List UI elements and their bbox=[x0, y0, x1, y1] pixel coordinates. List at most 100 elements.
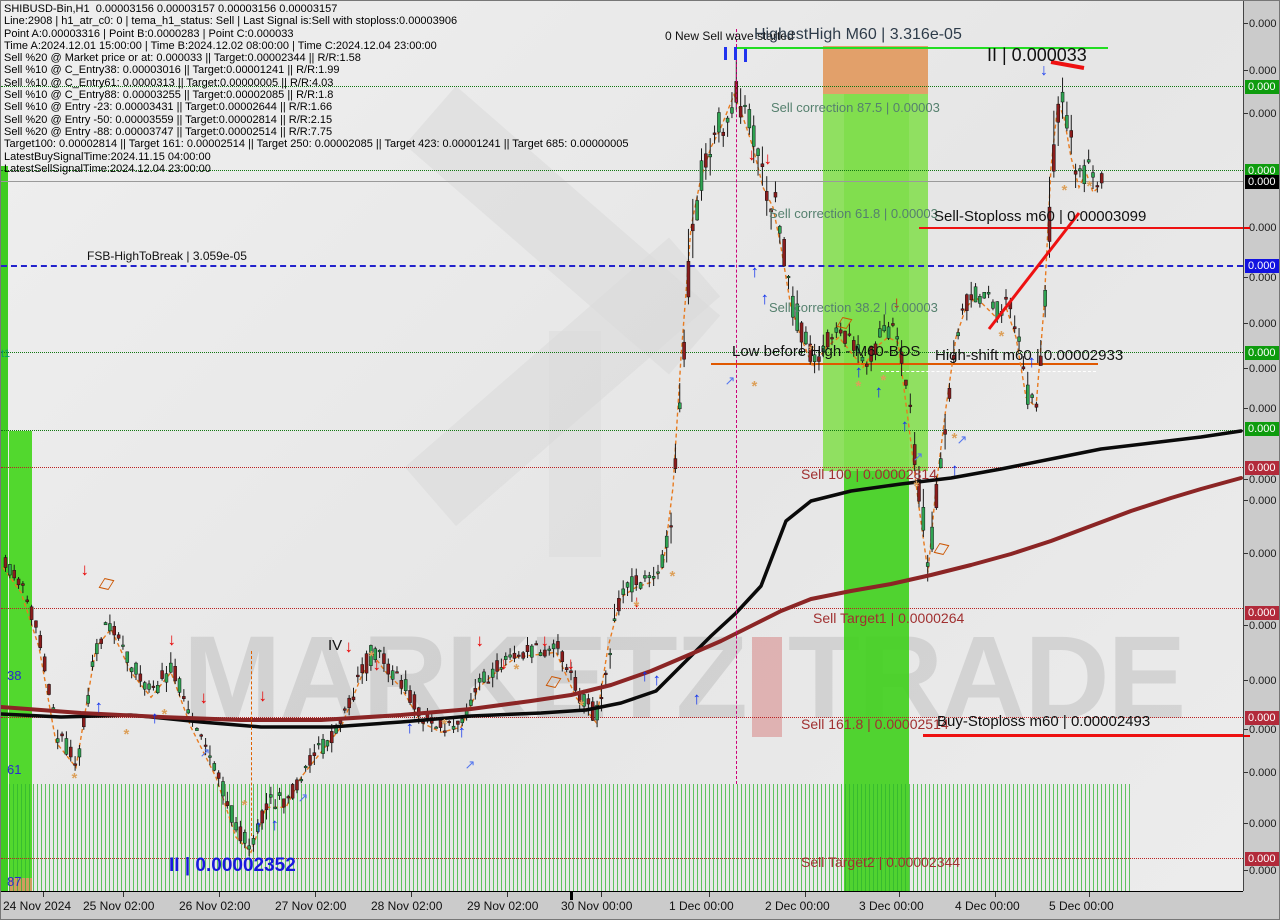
time-axis[interactable]: 24 Nov 2024 25 Nov 02:00 26 Nov 02:00 27 No… bbox=[1, 891, 1243, 919]
price-tick bbox=[1244, 113, 1248, 114]
star-marker-icon: * bbox=[578, 697, 585, 714]
time-tick bbox=[899, 892, 900, 897]
candle-body bbox=[142, 682, 147, 690]
candle-body bbox=[55, 738, 60, 743]
candle-body bbox=[521, 652, 525, 659]
green-dash-line bbox=[1, 430, 1243, 431]
candle-body bbox=[556, 641, 560, 649]
sell-arrow-icon: ↓ bbox=[372, 655, 382, 674]
time-tick bbox=[709, 892, 710, 897]
candle-body bbox=[791, 295, 795, 318]
candle-body bbox=[173, 666, 177, 682]
candle-body bbox=[1078, 168, 1082, 172]
chart-label: HighestHigh M60 | 3.316e-05 bbox=[754, 26, 962, 43]
red-trend-segment bbox=[987, 212, 1081, 330]
time-tick-label: 1 Dec 00:00 bbox=[669, 899, 734, 913]
sell-arrow-icon: ↓ bbox=[344, 637, 354, 656]
price-axis[interactable]: 0.000 0.000 0.000 0.000 0.000 0.000 0.000 0.000… bbox=[1243, 1, 1279, 891]
chart-label: Sell-Stoploss m60 | 0.00003099 bbox=[934, 208, 1147, 225]
candle-body bbox=[582, 694, 586, 707]
price-red-tick bbox=[1244, 735, 1250, 737]
candle-body bbox=[25, 599, 29, 602]
star-marker-icon: * bbox=[513, 661, 520, 678]
time-tick bbox=[123, 892, 124, 897]
highest-high-line bbox=[737, 47, 1108, 49]
fib-side-label: t1 bbox=[1, 348, 11, 360]
candle-body bbox=[738, 106, 743, 118]
chart-plot-area[interactable]: MARKETZ TRADE ↓ ↓ ↓ ↓ ↓ ↓ ↓ ↓ ↓ ↓ ↓ ↓ ↓ ↓ ↑ ↑ ↑ ↑ ↑ ↑ ↑ ↑ ↑ ↑ ↑ ↑ ↑… bbox=[1, 1, 1243, 891]
candle-body bbox=[525, 645, 530, 652]
info-line: Sell %10 @ C_Entry88: 0.00003255 || Targ… bbox=[4, 89, 334, 102]
candle-body bbox=[564, 667, 569, 670]
buy-arrow-icon: ↑ bbox=[760, 289, 770, 308]
candle-body bbox=[69, 746, 73, 758]
candle-body bbox=[469, 699, 473, 706]
star-marker-icon: * bbox=[880, 372, 887, 389]
outline-arrow-icon: ↗ bbox=[956, 432, 968, 447]
candle-body bbox=[551, 643, 556, 650]
candle-body bbox=[925, 562, 930, 567]
price-value: 0.000 bbox=[1249, 675, 1277, 687]
candle-body bbox=[825, 332, 830, 348]
star-marker-icon: * bbox=[998, 328, 1005, 345]
price-value: 0.000 bbox=[1249, 318, 1277, 330]
candle-body bbox=[38, 635, 43, 649]
chart-label: Sell Target1 | 0.0000264 bbox=[813, 610, 965, 626]
star-marker-icon: * bbox=[71, 770, 78, 787]
candle-body bbox=[343, 708, 347, 711]
brand-watermark-accent-bar bbox=[751, 636, 782, 737]
price-level-box-red: 0.000 bbox=[1245, 711, 1279, 725]
candle-body bbox=[169, 662, 173, 673]
price-value: 0.000 bbox=[1249, 620, 1277, 632]
axis-corner bbox=[1243, 891, 1279, 919]
candle-body bbox=[530, 645, 534, 658]
candle-body bbox=[686, 261, 691, 298]
candle-body bbox=[460, 718, 464, 724]
candle-body bbox=[891, 323, 895, 326]
candle-body bbox=[282, 798, 286, 808]
candle-body bbox=[73, 763, 77, 766]
candle-body bbox=[60, 733, 64, 737]
buy-arrow-icon: ↑ bbox=[94, 697, 104, 716]
sell-arrow-icon: ↓ bbox=[499, 654, 509, 673]
candle-body bbox=[765, 191, 769, 201]
candle-body bbox=[612, 618, 617, 621]
candle-body bbox=[982, 292, 986, 299]
price-tick bbox=[1244, 553, 1248, 554]
candle-body bbox=[264, 803, 269, 811]
candle-body bbox=[77, 748, 82, 758]
current-price-line bbox=[1, 181, 1243, 182]
candle-body bbox=[943, 429, 947, 435]
candle-body bbox=[238, 826, 243, 842]
sell-arrow-icon: ↓ bbox=[763, 149, 773, 168]
fib-side-label: 61 bbox=[7, 762, 22, 777]
time-tick-label: 25 Nov 02:00 bbox=[83, 899, 155, 913]
candle-body bbox=[1056, 103, 1060, 123]
time-tick-label: 28 Nov 02:00 bbox=[371, 899, 443, 913]
candle-body bbox=[965, 294, 969, 311]
outline-arrow-icon: ↗ bbox=[297, 790, 309, 805]
candlestick-canvas[interactable] bbox=[1, 1, 1243, 891]
candle-body bbox=[208, 755, 212, 758]
corr-38-line bbox=[1, 352, 1243, 353]
chart-label: High-shift m60 | 0.00002933 bbox=[935, 347, 1124, 364]
star-marker-icon: * bbox=[808, 342, 815, 359]
time-tick bbox=[219, 892, 220, 897]
sell-100-line bbox=[1, 467, 1243, 468]
chart-label: IV bbox=[328, 637, 343, 654]
candle-body bbox=[804, 331, 808, 345]
candle-body bbox=[290, 784, 295, 799]
star-marker-icon: * bbox=[913, 478, 920, 495]
price-tick-label: 0.000 bbox=[1244, 766, 1279, 780]
sell-arrow-icon: ↓ bbox=[632, 592, 642, 611]
candle-body bbox=[495, 660, 499, 672]
candle-body bbox=[330, 731, 334, 744]
candle-body bbox=[991, 301, 995, 309]
candle-body bbox=[682, 341, 686, 360]
sell-target2-line bbox=[1, 858, 1243, 859]
chart-label: Sell correction 38.2 | 0.00003 bbox=[769, 300, 938, 315]
candle-body bbox=[912, 444, 917, 465]
candle-body bbox=[303, 766, 308, 769]
buy-arrow-icon: ↑ bbox=[270, 815, 280, 834]
